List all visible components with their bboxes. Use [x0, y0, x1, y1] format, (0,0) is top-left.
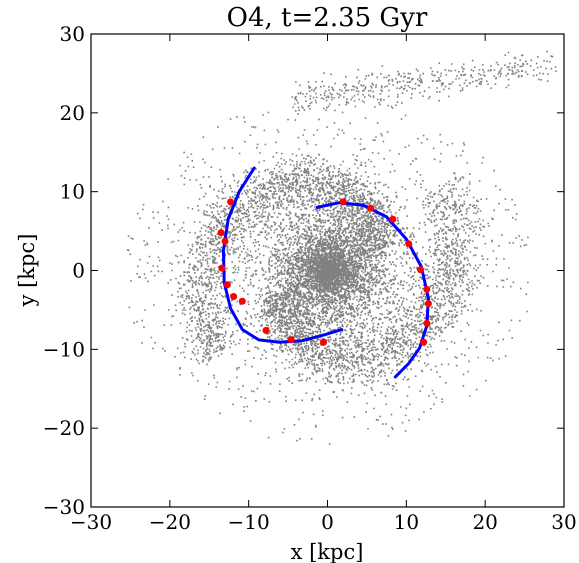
- particles: [126, 50, 557, 445]
- arm-point: [227, 198, 235, 206]
- arm-point: [405, 240, 413, 248]
- y-tick-label: −10: [43, 337, 85, 361]
- y-tick-label: 30: [60, 22, 85, 46]
- y-tick-label: −30: [43, 495, 85, 519]
- arm-point: [339, 198, 347, 206]
- arm-point: [287, 336, 295, 344]
- arm-point: [230, 293, 238, 301]
- y-axis-label: y [kpc]: [15, 234, 39, 308]
- arm-point: [423, 319, 431, 327]
- x-axis-label: x [kpc]: [291, 540, 364, 563]
- arm-points: [217, 198, 432, 346]
- arm-point: [417, 266, 425, 274]
- arm-point: [217, 229, 225, 237]
- x-tick-label: 0: [321, 510, 334, 534]
- arm-point: [367, 204, 375, 212]
- arm-point: [320, 338, 328, 346]
- y-tick-label: 20: [60, 101, 85, 125]
- arm-point: [218, 264, 226, 272]
- arm-point: [389, 215, 397, 223]
- arm-point: [238, 297, 246, 305]
- arm-point: [424, 300, 432, 308]
- y-axis: −30 −20 −10 0 10 20 30: [43, 22, 564, 519]
- x-tick-label: 30: [551, 510, 576, 534]
- arm-point: [262, 326, 270, 334]
- x-tick-label: −10: [228, 510, 270, 534]
- x-axis: −30 −20 −10 0 10 20 30: [70, 34, 577, 534]
- x-tick-label: 20: [472, 510, 497, 534]
- chart-title: O4, t=2.35 Gyr: [227, 3, 428, 33]
- y-tick-label: 0: [72, 259, 85, 283]
- y-tick-label: −20: [43, 416, 85, 440]
- x-tick-label: −30: [70, 510, 112, 534]
- y-tick-label: 10: [60, 180, 85, 204]
- arm-point: [423, 285, 431, 293]
- particle-cloud: [126, 50, 557, 445]
- x-tick-label: −20: [149, 510, 191, 534]
- spiral-arm-line: [221, 166, 344, 344]
- arm-point: [223, 281, 231, 289]
- x-tick-label: 10: [394, 510, 419, 534]
- arm-point: [420, 338, 428, 346]
- arm-point: [221, 237, 229, 245]
